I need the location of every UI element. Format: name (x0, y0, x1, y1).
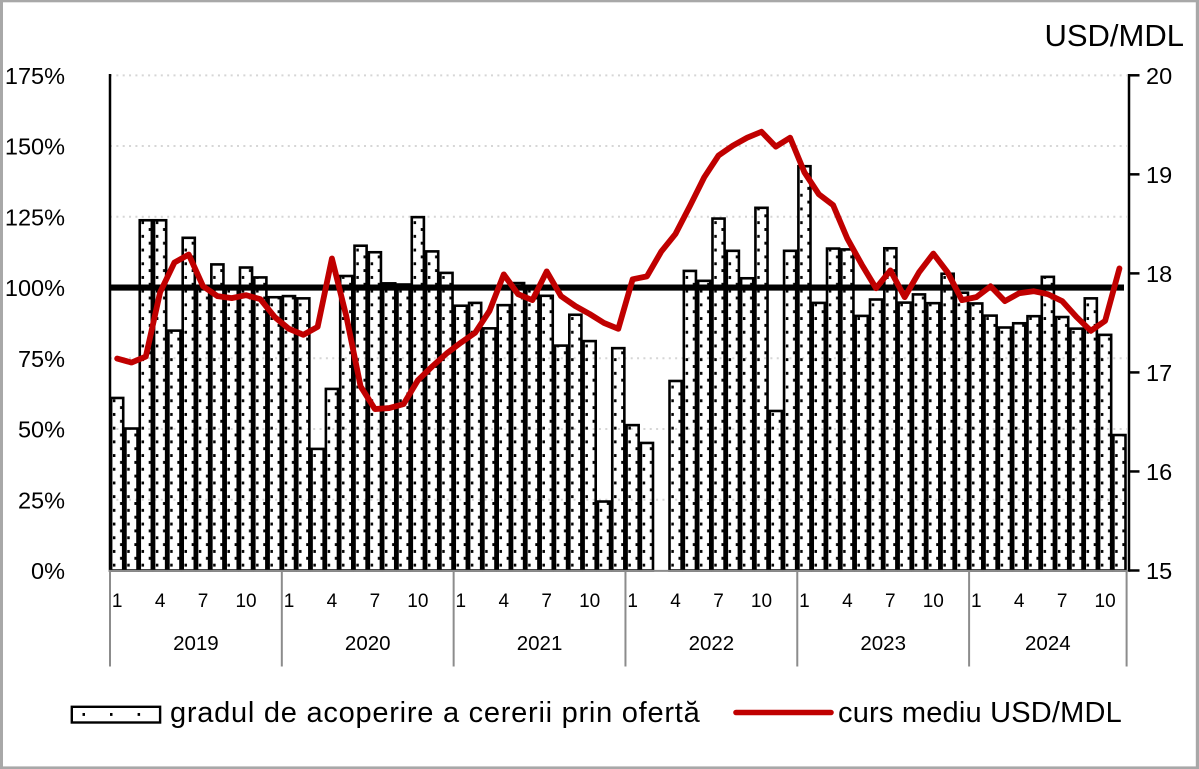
svg-text:7: 7 (370, 591, 381, 612)
svg-text:50%: 50% (18, 417, 65, 443)
svg-text:10: 10 (923, 591, 944, 612)
svg-text:7: 7 (541, 591, 552, 612)
svg-text:175%: 175% (5, 63, 65, 89)
svg-text:7: 7 (885, 591, 896, 612)
svg-text:2021: 2021 (517, 632, 563, 655)
svg-text:75%: 75% (18, 346, 65, 372)
svg-text:20: 20 (1146, 63, 1172, 89)
svg-text:4: 4 (1014, 591, 1025, 612)
svg-text:1: 1 (627, 591, 638, 612)
svg-text:1: 1 (971, 591, 982, 612)
svg-text:17: 17 (1146, 360, 1172, 386)
svg-text:USD/MDL: USD/MDL (1044, 18, 1184, 53)
svg-text:4: 4 (155, 591, 166, 612)
svg-text:2024: 2024 (1025, 632, 1071, 655)
svg-text:7: 7 (713, 591, 724, 612)
svg-text:4: 4 (498, 591, 509, 612)
svg-text:100%: 100% (5, 275, 65, 301)
svg-text:1: 1 (456, 591, 467, 612)
svg-text:16: 16 (1146, 459, 1172, 485)
svg-text:19: 19 (1146, 162, 1172, 188)
svg-text:2020: 2020 (345, 632, 391, 655)
svg-text:7: 7 (1057, 591, 1068, 612)
svg-text:4: 4 (842, 591, 853, 612)
svg-text:10: 10 (235, 591, 256, 612)
svg-text:10: 10 (751, 591, 772, 612)
svg-text:4: 4 (327, 591, 338, 612)
svg-text:18: 18 (1146, 261, 1172, 287)
svg-text:150%: 150% (5, 134, 65, 160)
svg-text:0%: 0% (31, 558, 65, 584)
svg-text:15: 15 (1146, 558, 1172, 584)
svg-text:2022: 2022 (689, 632, 735, 655)
svg-text:1: 1 (112, 591, 123, 612)
svg-text:7: 7 (198, 591, 209, 612)
svg-text:curs mediu USD/MDL: curs mediu USD/MDL (838, 697, 1122, 729)
svg-text:10: 10 (579, 591, 600, 612)
svg-text:125%: 125% (5, 204, 65, 230)
svg-text:4: 4 (670, 591, 681, 612)
svg-text:1: 1 (284, 591, 295, 612)
svg-text:10: 10 (1095, 591, 1116, 612)
svg-text:gradul de acoperire a cererii: gradul de acoperire a cererii prin ofert… (170, 697, 701, 729)
svg-text:1: 1 (799, 591, 810, 612)
svg-text:10: 10 (407, 591, 428, 612)
svg-text:2019: 2019 (173, 632, 219, 655)
svg-text:25%: 25% (18, 487, 65, 513)
svg-text:2023: 2023 (860, 632, 906, 655)
